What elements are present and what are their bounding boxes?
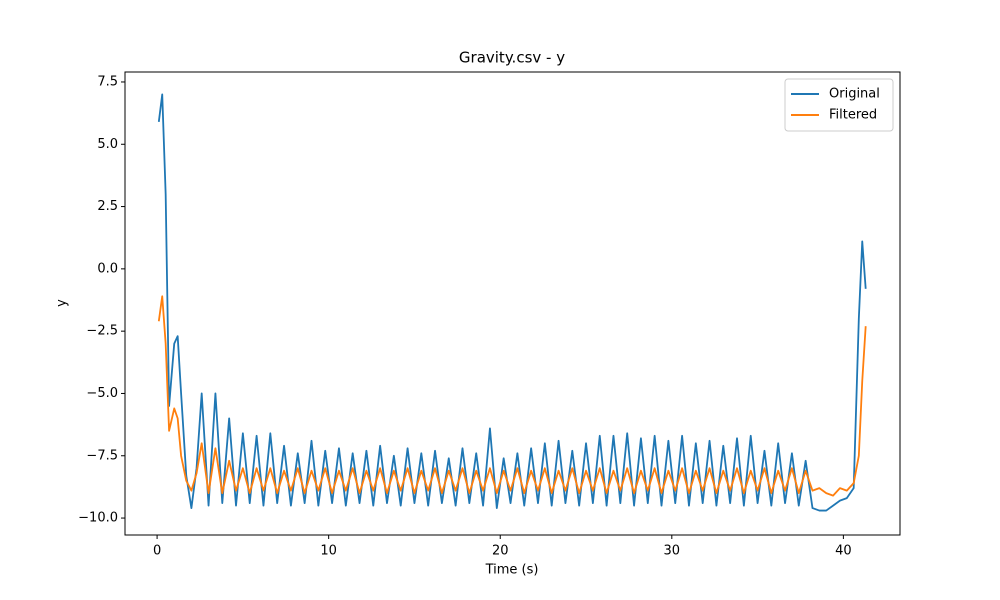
y-tick-label: −5.0 — [86, 386, 118, 401]
x-tick-label: 40 — [835, 544, 852, 559]
x-tick-label: 0 — [153, 544, 161, 559]
plot-frame — [124, 71, 901, 536]
chart-title: Gravity.csv - y — [459, 49, 565, 67]
x-axis-label: Time (s) — [485, 563, 539, 578]
data-line — [157, 93, 867, 512]
y-tick-label: −7.5 — [86, 448, 118, 463]
x-tick-label: 30 — [664, 544, 681, 559]
legend-label: Filtered — [829, 108, 877, 123]
y-tick-label: 2.5 — [97, 199, 118, 214]
y-tick-label: −2.5 — [86, 324, 118, 339]
legend-box — [784, 78, 894, 132]
data-line — [157, 295, 867, 497]
y-tick-label: 7.5 — [97, 74, 118, 89]
y-tick-label: 5.0 — [97, 137, 118, 152]
y-tick-label: −10.0 — [78, 511, 118, 526]
y-tick-label: 0.0 — [97, 261, 118, 276]
x-tick-label: 10 — [320, 544, 337, 559]
legend-label: Original — [829, 87, 880, 102]
x-tick-label: 20 — [492, 544, 509, 559]
y-axis-label: y — [55, 299, 70, 307]
